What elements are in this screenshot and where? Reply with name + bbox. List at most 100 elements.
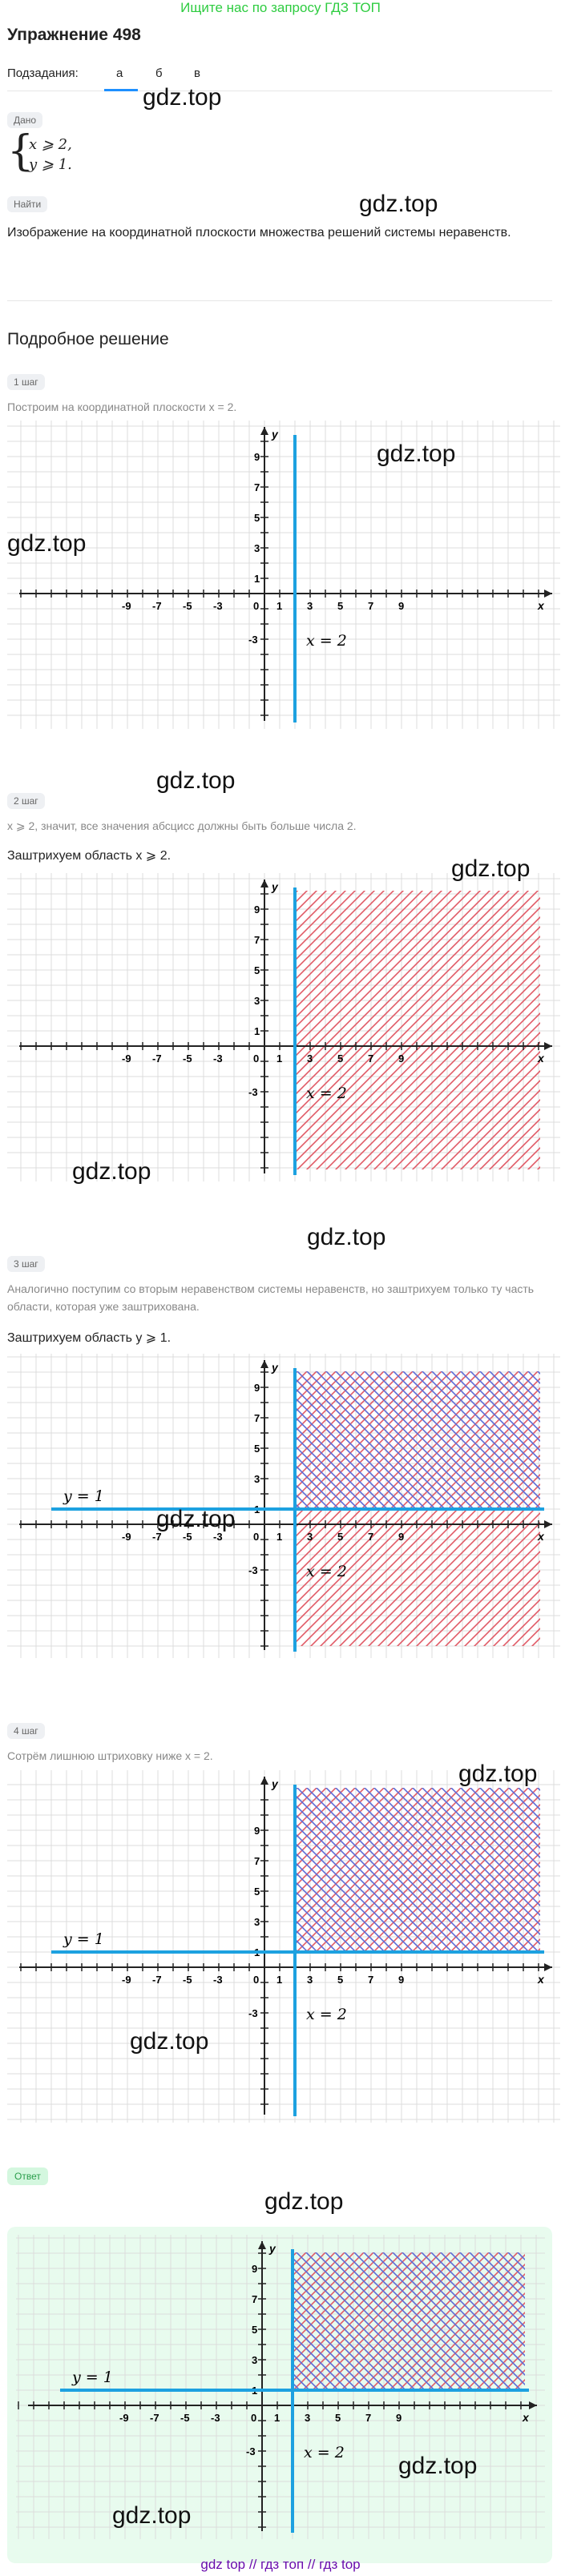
hatch-line-red — [436, 2301, 525, 2390]
hatch-line-red — [297, 1788, 357, 1848]
y-tick-label: 7 — [254, 481, 260, 493]
watermark: gdz.top — [398, 2453, 478, 2479]
hatch-line-blue — [16, 2235, 35, 2539]
footer-link-2[interactable]: гдз топ — [260, 2557, 305, 2572]
hatch-line-blue — [294, 2335, 349, 2390]
hatch-line-red — [478, 1108, 540, 1169]
hatch-line-red — [297, 1788, 395, 1886]
hatch-line-red — [294, 2252, 356, 2314]
x-tick-label: 7 — [368, 1053, 373, 1065]
hatch-line-blue — [294, 2316, 369, 2390]
x-tick-label: 1 — [276, 1053, 282, 1065]
hatch-line-blue — [7, 1354, 142, 1658]
hatch-line-red — [16, 2235, 180, 2539]
x-tick-label: 5 — [337, 1531, 343, 1543]
hatch-line-blue — [314, 2252, 455, 2390]
hatch-line-red — [297, 1371, 357, 1431]
watermark: gdz.top — [359, 191, 438, 217]
hatch-area-blue — [7, 1770, 540, 2123]
hatch-line-red — [7, 873, 209, 1181]
hatch-line-blue — [334, 1371, 475, 1509]
y-axis-label: y — [268, 2242, 276, 2255]
hatch-line-blue — [297, 1436, 369, 1509]
hatch-line-red — [16, 2235, 189, 2539]
y-tick-label: 3 — [254, 995, 260, 1007]
hatch-line-blue — [305, 2252, 446, 2390]
hatch-line-red — [294, 2252, 317, 2276]
y-tick-label: -3 — [248, 1086, 258, 1098]
y-axis-arrow — [260, 1777, 268, 1785]
hatch-line-red — [16, 2235, 93, 2539]
hatch-line-red — [297, 891, 511, 1105]
search-banner[interactable]: Ищите нас по запросу ГДЗ ТОП — [180, 0, 381, 15]
hatch-line-red — [16, 2235, 35, 2539]
hatch-line-red — [297, 891, 309, 903]
x-tick-label: 1 — [276, 1531, 282, 1543]
hatch-line-red — [297, 1788, 299, 1790]
hatch-line-blue — [458, 2252, 525, 2319]
footer-link-3[interactable]: гдз top — [319, 2557, 361, 2572]
tab-b[interactable]: б — [155, 66, 163, 80]
hatch-line-red — [7, 1354, 123, 1658]
hatch-line-red — [7, 1354, 103, 1658]
hatch-line-red — [7, 1354, 26, 1658]
y-tick-label: 5 — [254, 512, 260, 524]
hatch-line-red — [297, 1788, 405, 1896]
watermark: gdz.top — [451, 855, 531, 882]
hatch-line-blue — [7, 1354, 132, 1658]
hatch-line-red — [297, 1788, 366, 1858]
hatch-line-blue — [16, 2235, 103, 2539]
hatch-line-red — [297, 891, 337, 932]
hatch-line-red — [294, 2252, 298, 2256]
hatch-line-blue — [382, 1371, 523, 1509]
x-tick-label: 7 — [365, 2412, 371, 2424]
x-tick-label: -7 — [152, 1053, 162, 1065]
hatch-line-blue — [297, 1484, 321, 1509]
y-axis-label: y — [271, 1361, 279, 1374]
hatch-line-red — [423, 2235, 561, 2539]
y-axis-arrow — [260, 427, 268, 435]
hatch-line-red — [297, 896, 540, 1143]
hatch-line-red — [7, 873, 94, 1181]
x-tick-label: 9 — [396, 2412, 402, 2424]
footer-separator: // — [304, 2557, 320, 2572]
y-tick-label: 3 — [254, 542, 260, 554]
hatch-line-red — [16, 2235, 256, 2539]
hatch-line-red — [16, 2235, 208, 2539]
tab-a[interactable]: а — [116, 66, 123, 80]
x-tick-label: -3 — [213, 1974, 223, 1986]
hatch-line-blue — [7, 1354, 84, 1658]
hatch-line-red — [353, 983, 540, 1169]
hatch-line-red — [297, 891, 405, 999]
hatch-line-red — [421, 1050, 540, 1169]
hatch-line-blue — [19, 2235, 324, 2539]
hatch-line-red — [7, 873, 228, 1181]
hatch-line-red — [7, 873, 219, 1181]
hatch-line-red — [294, 2252, 394, 2353]
hatch-line-red — [294, 2252, 404, 2362]
x-tick-label: 7 — [368, 600, 373, 612]
footer-separator: // — [245, 2557, 261, 2572]
hatch-line-red — [7, 873, 84, 1181]
hatch-line-blue — [343, 2252, 484, 2390]
y-tick-label: -3 — [246, 2445, 256, 2457]
hatch-line-blue — [7, 1770, 209, 2123]
hatch-line-blue — [478, 1788, 540, 1849]
tab-v[interactable]: в — [194, 66, 200, 80]
y-axis-label: y — [271, 428, 279, 441]
hatch-line-red — [529, 2235, 561, 2539]
hatch-line-blue — [7, 1770, 267, 2123]
footer-link-1[interactable]: gdz top — [200, 2557, 246, 2572]
hatch-line-red — [549, 1354, 560, 1658]
hatch-line-red — [392, 1021, 540, 1169]
x-tick-label: 7 — [368, 1974, 373, 1986]
hatch-line-blue — [16, 2235, 141, 2539]
hatch-line-red — [555, 873, 560, 1181]
watermark: gdz.top — [130, 2028, 209, 2055]
hatch-line-blue — [7, 1354, 296, 1658]
hatch-line-blue — [7, 1354, 75, 1658]
hatch-line-red — [373, 1002, 540, 1169]
hatch-line-red — [7, 1770, 36, 2123]
grid — [7, 1354, 560, 1658]
